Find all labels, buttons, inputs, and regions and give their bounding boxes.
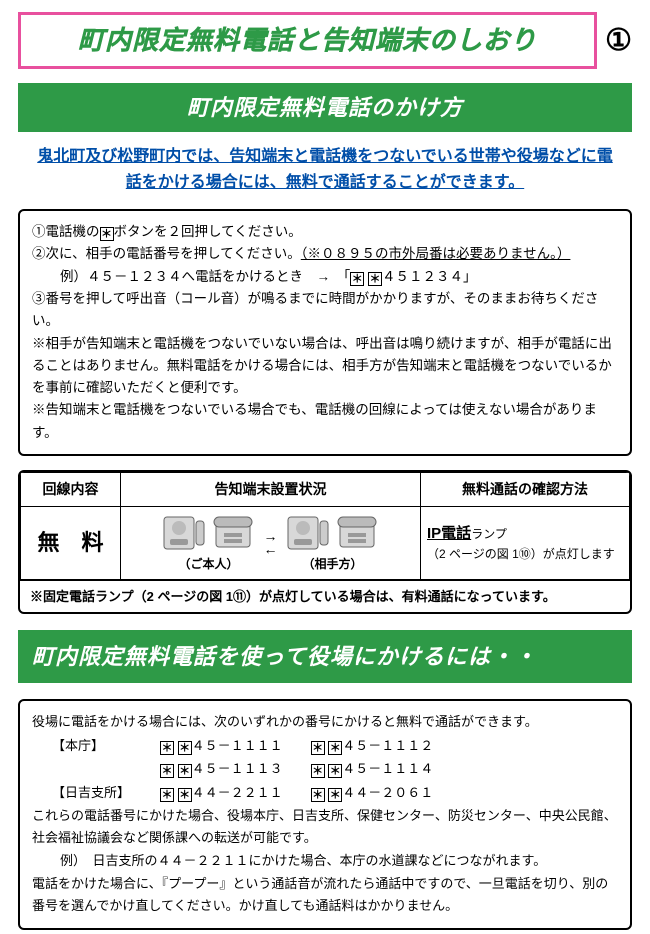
- phone-number: ＊ ＊４４－２２１１: [160, 782, 283, 803]
- step1-pre: ①電話機の: [32, 224, 100, 239]
- table-header-row: 回線内容 告知端末設置状況 無料通話の確認方法: [21, 472, 630, 506]
- honcho-row-1: 【本庁】 ＊ ＊４５－１１１１ ＊ ＊４５－１１１２: [32, 735, 618, 756]
- yakuba-para-1: これらの電話番号にかけた場合、役場本庁、日吉支所、保健センター、防災センター、中…: [32, 805, 618, 848]
- phone-number: ＊ ＊４５－１１１２: [311, 735, 434, 756]
- ip-detail: （2 ページの図 1⑩）が点灯します: [427, 547, 615, 561]
- phone-number: ＊ ＊４４－２０６１: [311, 782, 434, 803]
- step-3: ③番号を押して呼出音（コール音）が鳴るまでに時間がかかりますが、そのままお待ちく…: [32, 288, 618, 333]
- label-other: （相手方）: [302, 555, 362, 573]
- step1-post: ボタンを２回押してください。: [114, 224, 302, 239]
- th-setup: 告知端末設置状況: [121, 472, 421, 506]
- yakuba-lead: 役場に電話をかける場合には、次のいずれかの番号にかけると無料で通話ができます。: [32, 711, 618, 732]
- th-confirm: 無料通話の確認方法: [421, 472, 630, 506]
- step-2: ②次に、相手の電話番号を押してください。（※０８９５の市外局番は必要ありません。…: [32, 243, 618, 265]
- star-icon: ＊: [368, 272, 382, 286]
- step-2-example: 例）４５－１２３４へ電話をかけるとき → 「＊ ＊４５１２３４」: [32, 266, 618, 288]
- title-row: 町内限定無料電話と告知端末のしおり ①: [18, 12, 632, 69]
- cell-free: 無 料: [21, 506, 121, 579]
- section-heading-yakuba: 町内限定無料電話を使って役場にかけるには・・: [18, 630, 632, 683]
- confirmation-table: 回線内容 告知端末設置状況 無料通話の確認方法 無 料 （ご本人） →←: [18, 470, 632, 615]
- ip-lamp-label: IP電話: [427, 525, 471, 542]
- telephone-icon: [210, 513, 256, 553]
- phone-number: ＊ ＊４５－１１１１: [160, 735, 283, 756]
- label-you: （ご本人）: [178, 555, 238, 573]
- page-title: 町内限定無料電話と告知端末のしおり: [78, 25, 537, 55]
- ip-suffix: ランプ: [471, 527, 507, 541]
- intro-text: 鬼北町及び松野町内では、告知端末と電話機をつないでいる世帯や役場などに電話をかけ…: [18, 144, 632, 209]
- device-other: （相手方）: [286, 513, 380, 573]
- section-heading-dialing: 町内限定無料電話のかけ方: [18, 83, 632, 132]
- cell-devices: （ご本人） →← （相手方）: [121, 506, 421, 579]
- step2-text: ②次に、相手の電話番号を押してください。: [32, 246, 301, 261]
- device-you: （ご本人）: [162, 513, 256, 573]
- honcho-label: 【本庁】: [52, 735, 132, 756]
- phone-number: ＊ ＊４５－１１１３: [160, 758, 283, 779]
- announcement-terminal-icon: [286, 513, 332, 553]
- title-box: 町内限定無料電話と告知端末のしおり: [18, 12, 597, 69]
- example-label: 例）４５－１２３４へ電話をかけるとき → 「: [60, 269, 350, 284]
- example-tail: ４５１２３４」: [382, 269, 477, 284]
- double-arrow-icon: →←: [260, 530, 282, 555]
- phone-number: ＊ ＊４５－１１１４: [311, 758, 434, 779]
- step2-note: （※０８９５の市外局番は必要ありません。）: [301, 246, 571, 261]
- th-line: 回線内容: [21, 472, 121, 506]
- yakuba-para-2: 電話をかけた場合に、『プープー』という通話音が流れたら通話中ですので、一旦電話を…: [32, 873, 618, 916]
- hiyoshi-row: 【日吉支所】 ＊ ＊４４－２２１１ ＊ ＊４４－２０６１: [32, 782, 618, 803]
- honcho-row-2: ＊ ＊４５－１１１３ ＊ ＊４５－１１１４: [32, 758, 618, 779]
- cell-confirm: IP電話ランプ （2 ページの図 1⑩）が点灯します: [421, 506, 630, 579]
- page-number: ①: [605, 18, 632, 63]
- star-icon: ＊: [350, 272, 364, 286]
- star-icon: ＊: [100, 227, 114, 241]
- step-1: ①電話機の＊ボタンを２回押してください。: [32, 221, 618, 243]
- note-1: ※相手が告知端末と電話機をつないでいない場合は、呼出音は鳴り続けますが、相手が電…: [32, 333, 618, 400]
- yakuba-box: 役場に電話をかける場合には、次のいずれかの番号にかけると無料で通話ができます。 …: [18, 699, 632, 930]
- table-footnote: ※固定電話ランプ（2 ページの図 1⑪）が点灯している場合は、有料通話になってい…: [20, 580, 630, 613]
- table-row: 無 料 （ご本人） →←: [21, 506, 630, 579]
- yakuba-example: 例） 日吉支所の４４－２２１１にかけた場合、本庁の水道課などにつながれます。: [32, 850, 618, 871]
- note-2: ※告知端末と電話機をつないでいる場合でも、電話機の回線によっては使えない場合があ…: [32, 399, 618, 444]
- hiyoshi-label: 【日吉支所】: [52, 782, 132, 803]
- instructions-box: ①電話機の＊ボタンを２回押してください。 ②次に、相手の電話番号を押してください…: [18, 209, 632, 456]
- telephone-icon: [334, 513, 380, 553]
- table: 回線内容 告知端末設置状況 無料通話の確認方法 無 料 （ご本人） →←: [20, 472, 630, 580]
- announcement-terminal-icon: [162, 513, 208, 553]
